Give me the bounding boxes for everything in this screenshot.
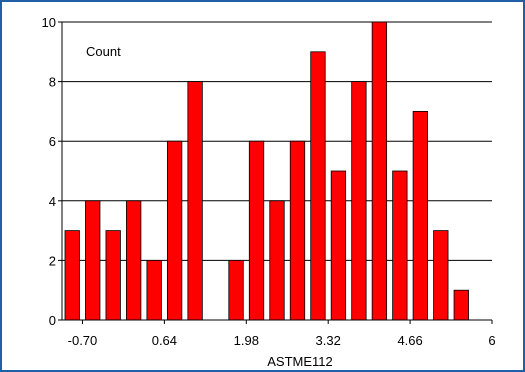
histogram-bar [64,230,80,321]
y-axis-title: Count [86,44,121,59]
histogram-bar [330,170,347,321]
histogram-bar [248,140,265,321]
histogram-bar [105,230,121,321]
x-tick-label: 1.98 [234,333,259,348]
x-tick-label: 0.64 [152,333,177,348]
histogram-bar [187,81,203,321]
histogram-bar [289,140,306,321]
y-tick-label: 8 [49,75,56,90]
y-tick-label: 10 [42,15,56,30]
y-tick-label: 6 [49,134,56,149]
histogram-bar [166,140,183,321]
x-tick-label: 4.66 [397,333,422,348]
x-tick-label: 6 [488,333,495,348]
x-tick-label: -0.70 [68,333,98,348]
histogram-bar [453,289,469,321]
histogram-bar [228,259,244,321]
histogram-bar [269,200,285,321]
bars [64,21,469,321]
histogram-bar [412,111,428,321]
x-axis-title: ASTME112 [267,354,333,369]
axes [58,21,493,324]
histogram-bar [126,200,142,321]
histogram-bar [392,170,408,321]
histogram-bar [146,259,162,321]
histogram-bar [433,230,449,321]
x-tick-label: 3.32 [316,333,341,348]
tick-labels: 0 2 4 6 8 10 -0.70 0.64 1.98 3.32 4.66 6 [42,15,496,348]
histogram-bar [371,21,388,321]
histogram-bar [351,81,367,321]
y-tick-label: 0 [49,313,56,328]
histogram-bar [310,51,326,321]
y-tick-label: 4 [49,194,56,209]
y-tick-label: 2 [49,253,56,268]
histogram-bar [85,200,101,321]
